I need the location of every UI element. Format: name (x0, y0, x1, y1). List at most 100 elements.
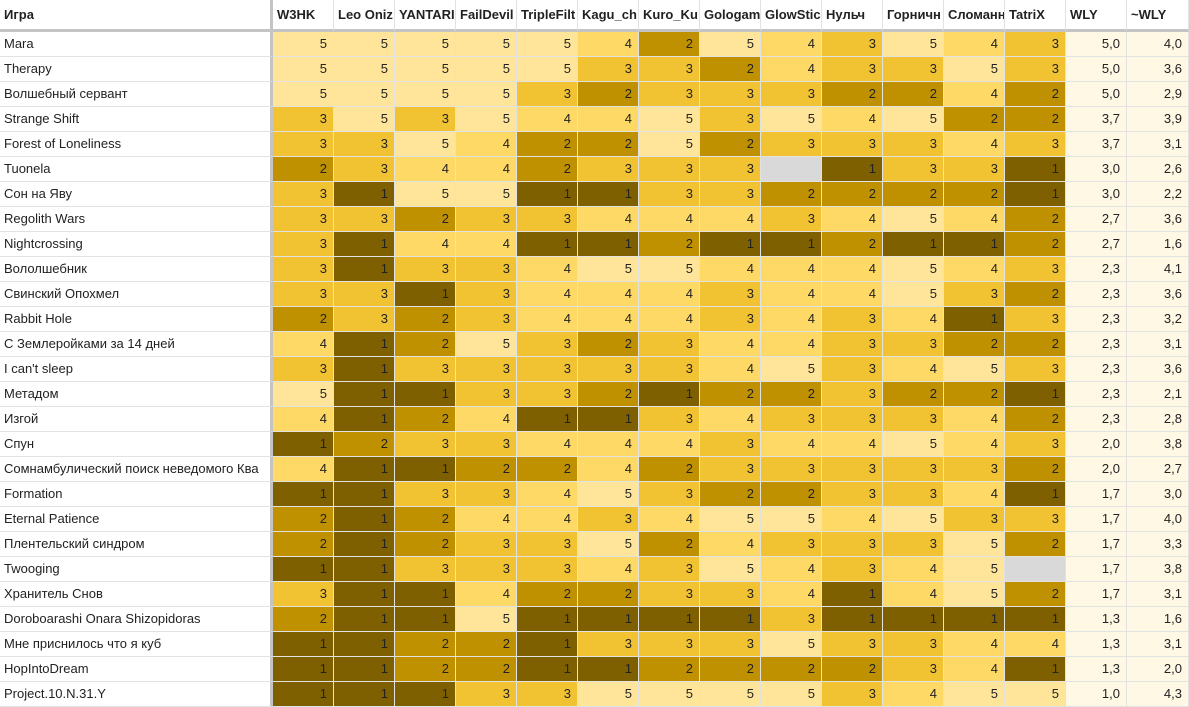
score-cell: 1 (334, 607, 395, 632)
score-cell: 5 (334, 107, 395, 132)
score-cell: 4 (700, 207, 761, 232)
score-cell: 3 (944, 282, 1005, 307)
score-cell: 5 (944, 532, 1005, 557)
score-cell: 4 (578, 432, 639, 457)
score-cell: 3 (700, 432, 761, 457)
score-cell: 3 (761, 132, 822, 157)
score-cell: 1 (334, 682, 395, 707)
score-cell: 4 (944, 632, 1005, 657)
score-cell: 4 (761, 57, 822, 82)
game-name: Nightcrossing (0, 232, 273, 257)
score-cell: 4 (517, 307, 578, 332)
wly-cell: 3,7 (1066, 107, 1127, 132)
score-cell: 2 (700, 57, 761, 82)
score-cell: 4 (761, 32, 822, 57)
score-cell: 3 (395, 557, 456, 582)
score-cell: 3 (578, 357, 639, 382)
score-cell: 3 (822, 357, 883, 382)
wly-avg-cell: 4,3 (1127, 682, 1189, 707)
score-cell: 5 (456, 82, 517, 107)
score-cell: 5 (517, 57, 578, 82)
score-cell: 1 (395, 607, 456, 632)
score-cell: 3 (273, 182, 334, 207)
score-cell: 4 (1005, 632, 1066, 657)
score-cell: 1 (1005, 607, 1066, 632)
score-cell: 4 (883, 307, 944, 332)
score-cell: 3 (395, 432, 456, 457)
score-cell: 1 (395, 582, 456, 607)
score-cell: 4 (700, 357, 761, 382)
score-cell: 4 (517, 432, 578, 457)
score-cell: 1 (334, 482, 395, 507)
score-cell: 3 (395, 357, 456, 382)
score-cell: 2 (944, 332, 1005, 357)
score-cell: 2 (273, 532, 334, 557)
score-cell: 3 (456, 532, 517, 557)
score-cell: 5 (639, 682, 700, 707)
score-cell: 4 (456, 132, 517, 157)
score-cell: 1 (639, 607, 700, 632)
score-cell: 3 (700, 157, 761, 182)
score-cell: 3 (578, 157, 639, 182)
score-cell-empty (1005, 557, 1066, 582)
score-cell: 5 (456, 57, 517, 82)
score-cell: 4 (578, 307, 639, 332)
score-cell: 2 (761, 382, 822, 407)
wly-cell: 1,7 (1066, 582, 1127, 607)
wly-avg-cell: 3,8 (1127, 557, 1189, 582)
score-cell: 4 (273, 457, 334, 482)
score-cell: 1 (334, 557, 395, 582)
score-cell: 1 (273, 482, 334, 507)
score-cell: 3 (822, 532, 883, 557)
score-cell: 3 (1005, 257, 1066, 282)
game-name: Project.10.N.31.Y (0, 682, 273, 707)
wly-cell: 1,7 (1066, 507, 1127, 532)
score-cell: 5 (395, 57, 456, 82)
wly-avg-cell: 3,0 (1127, 482, 1189, 507)
score-cell: 3 (273, 107, 334, 132)
wly-avg-cell: 3,2 (1127, 307, 1189, 332)
score-cell: 2 (395, 532, 456, 557)
score-cell: 5 (456, 607, 517, 632)
score-cell: 3 (456, 282, 517, 307)
wly-cell: 2,0 (1066, 432, 1127, 457)
score-cell: 4 (944, 32, 1005, 57)
score-cell: 3 (456, 357, 517, 382)
column-header: Игра (0, 0, 273, 32)
column-header: WLY (1066, 0, 1127, 32)
score-cell: 1 (578, 182, 639, 207)
score-cell: 1 (395, 457, 456, 482)
score-cell: 5 (700, 682, 761, 707)
score-cell: 3 (639, 357, 700, 382)
score-cell: 1 (334, 507, 395, 532)
wly-avg-cell: 2,8 (1127, 407, 1189, 432)
score-cell: 4 (395, 157, 456, 182)
wly-avg-cell: 2,0 (1127, 657, 1189, 682)
score-cell: 2 (395, 507, 456, 532)
score-cell: 4 (883, 582, 944, 607)
score-cell: 1 (1005, 157, 1066, 182)
score-cell: 5 (273, 57, 334, 82)
game-name: Formation (0, 482, 273, 507)
score-cell: 3 (883, 457, 944, 482)
score-cell: 2 (761, 182, 822, 207)
column-header: Kagu_ch (578, 0, 639, 32)
score-cell: 4 (944, 82, 1005, 107)
wly-cell: 3,0 (1066, 182, 1127, 207)
score-cell: 4 (273, 332, 334, 357)
wly-cell: 1,3 (1066, 632, 1127, 657)
game-name: Tuonela (0, 157, 273, 182)
score-cell: 2 (395, 657, 456, 682)
score-cell: 5 (395, 132, 456, 157)
score-cell: 2 (456, 657, 517, 682)
score-cell: 3 (883, 332, 944, 357)
score-cell: 3 (639, 632, 700, 657)
score-cell: 4 (639, 307, 700, 332)
wly-cell: 3,7 (1066, 132, 1127, 157)
score-cell: 3 (883, 482, 944, 507)
score-cell: 2 (822, 657, 883, 682)
score-cell: 5 (273, 382, 334, 407)
score-cell: 5 (578, 257, 639, 282)
score-cell: 3 (944, 507, 1005, 532)
score-cell: 3 (517, 682, 578, 707)
